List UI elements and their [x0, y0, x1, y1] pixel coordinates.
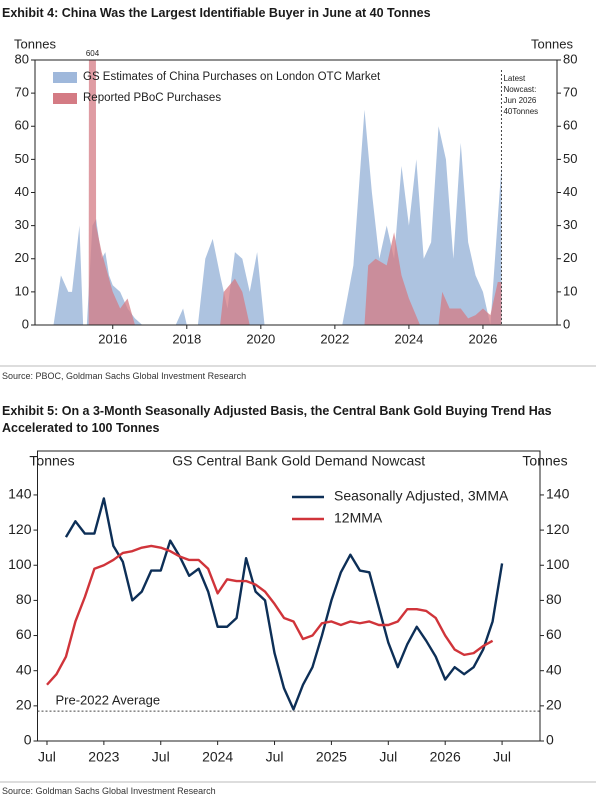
y-tick-label: 140 [8, 486, 32, 502]
plot-area [46, 497, 504, 711]
y-tick-label: 60 [15, 118, 29, 133]
y2-tick-label: 100 [546, 556, 570, 572]
y-tick-label: 0 [24, 732, 32, 748]
y2-tick-label: 120 [546, 521, 570, 537]
chart-subtitle: GS Central Bank Gold Demand Nowcast [172, 453, 425, 469]
y-tick-label: 80 [16, 591, 32, 607]
legend-label: Reported PBoC Purchases [83, 92, 221, 104]
y2-tick-label: 10 [563, 283, 577, 298]
data-label: 604 [86, 49, 100, 58]
x-tick-label: 2026 [468, 331, 497, 346]
y2-tick-label: 0 [546, 732, 554, 748]
x-tick-label: 2022 [320, 331, 349, 346]
y2-tick-label: 140 [546, 486, 570, 502]
x-tick-label: Jul [152, 749, 170, 765]
line [46, 544, 494, 686]
y2-tick-label: 80 [563, 51, 577, 66]
y-tick-label: 80 [15, 51, 29, 66]
y-tick-label: 40 [15, 184, 29, 199]
x-tick-label: 2024 [202, 749, 233, 765]
area [53, 109, 502, 325]
y-axis-label: Tonnes [29, 453, 74, 469]
y2-tick-label: 40 [546, 661, 562, 677]
area [88, 60, 502, 325]
y-tick-label: 50 [15, 151, 29, 166]
x-tick-label: 2023 [88, 749, 119, 765]
exhibit-title: Exhibit 5: On a 3-Month Seasonally Adjus… [2, 404, 552, 435]
x-tick-label: Jul [38, 749, 56, 765]
x-tick-label: 2018 [172, 331, 201, 346]
y2-tick-label: 80 [546, 591, 562, 607]
reference-label: Pre-2022 Average [56, 693, 161, 708]
y-tick-label: 20 [16, 697, 32, 713]
exhibit-title: Exhibit 4: China Was the Largest Identif… [2, 6, 431, 20]
x-tick-label: 2020 [246, 331, 275, 346]
line [64, 497, 504, 711]
y2-tick-label: 30 [563, 217, 577, 232]
x-tick-label: 2016 [98, 331, 127, 346]
y-tick-label: 0 [22, 316, 29, 331]
source: Source: Goldman Sachs Global Investment … [2, 786, 216, 796]
annotation-text: 40Tonnes [503, 107, 538, 116]
y2-tick-label: 20 [546, 697, 562, 713]
y-axis-label: Tonnes [14, 36, 56, 51]
y2-tick-label: 60 [563, 118, 577, 133]
x-tick-label: Jul [493, 749, 511, 765]
x-tick-label: Jul [266, 749, 284, 765]
y-tick-label: 70 [15, 85, 29, 100]
y2-tick-label: 50 [563, 151, 577, 166]
legend-label: Seasonally Adjusted, 3MMA [334, 488, 509, 504]
y-tick-label: 120 [8, 521, 32, 537]
legend-swatch [53, 72, 77, 83]
y2-tick-label: 20 [563, 250, 577, 265]
y-tick-label: 60 [16, 626, 32, 642]
legend-label: GS Estimates of China Purchases on Londo… [83, 71, 381, 83]
y2-axis-label: Tonnes [522, 453, 567, 469]
y2-tick-label: 70 [563, 85, 577, 100]
plot-area [53, 60, 502, 325]
y-tick-label: 40 [16, 661, 32, 677]
annotation-text: Jun 2026 [503, 96, 536, 105]
plot-frame [37, 450, 541, 742]
source: Source: PBOC, Goldman Sachs Global Inves… [2, 371, 247, 381]
y2-tick-label: 40 [563, 184, 577, 199]
y2-tick-label: 60 [546, 626, 562, 642]
legend-swatch [53, 93, 77, 104]
x-tick-label: 2025 [316, 749, 347, 765]
y2-axis-label: Tonnes [531, 36, 573, 51]
y-tick-label: 20 [15, 250, 29, 265]
x-tick-label: 2024 [394, 331, 423, 346]
legend-label: 12MMA [334, 510, 383, 526]
y-tick-label: 100 [8, 556, 32, 572]
y-tick-label: 10 [15, 283, 29, 298]
x-tick-label: 2026 [430, 749, 461, 765]
x-tick-label: Jul [379, 749, 397, 765]
annotation-text: Latest [503, 74, 526, 83]
y2-tick-label: 0 [563, 316, 570, 331]
y-tick-label: 30 [15, 217, 29, 232]
annotation-text: Nowcast: [503, 85, 536, 94]
